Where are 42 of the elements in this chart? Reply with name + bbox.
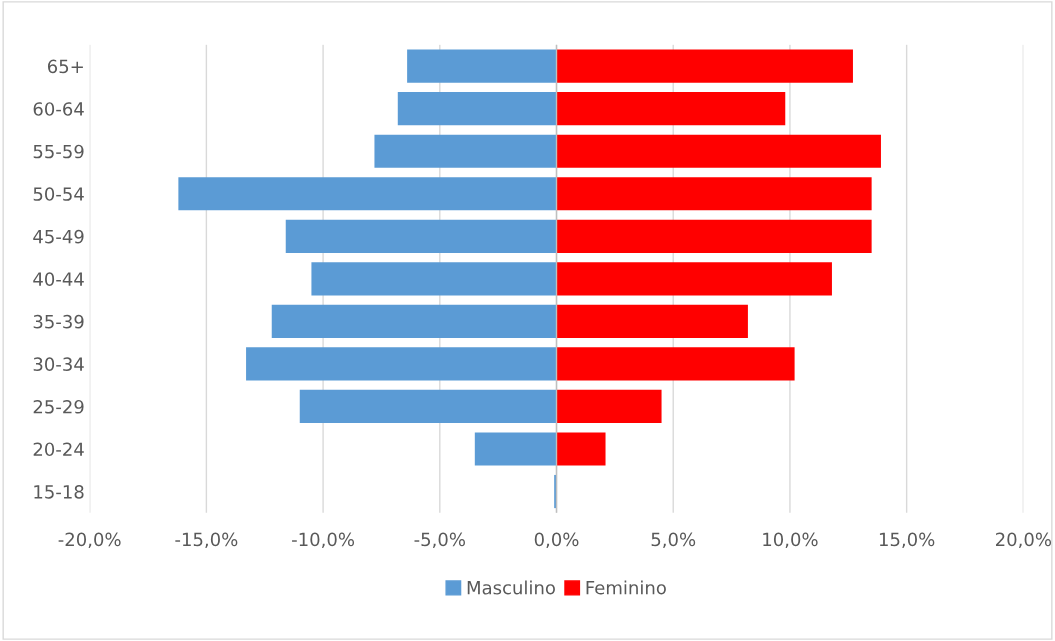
y-tick-label: 45-49 — [33, 229, 84, 244]
legend-label: Feminino — [586, 580, 666, 595]
bar — [407, 49, 557, 83]
bar — [556, 92, 786, 126]
bar — [556, 304, 748, 338]
legend-label: Masculino — [467, 580, 555, 595]
bar — [556, 177, 872, 211]
x-tick-label: 20,0% — [995, 532, 1052, 549]
bar — [374, 134, 557, 168]
y-tick-label: 65+ — [47, 59, 83, 74]
bar — [556, 134, 881, 168]
x-tick-label: -15,0% — [175, 532, 238, 549]
x-tick-label: -20,0% — [58, 532, 121, 549]
bar — [556, 49, 853, 83]
x-tick-label: 10,0% — [763, 532, 818, 549]
bar — [556, 219, 872, 253]
y-tick-label: 50-54 — [33, 187, 84, 201]
bar — [271, 304, 557, 338]
y-tick-label: 30-34 — [33, 357, 84, 372]
bar — [397, 92, 557, 126]
bar — [556, 262, 832, 296]
y-tick-label: 35-39 — [33, 314, 84, 329]
bar — [178, 177, 557, 211]
y-tick-label: 40-44 — [33, 272, 84, 286]
bar — [556, 432, 606, 466]
x-tick-label: 15,0% — [879, 532, 935, 549]
y-tick-label: 60-64 — [33, 102, 84, 116]
x-tick-label: 5,0% — [651, 532, 696, 549]
bar — [556, 389, 662, 424]
bar — [285, 219, 557, 253]
bar — [246, 347, 557, 381]
y-tick-label: 25-29 — [33, 399, 84, 414]
x-tick-label: -10,0% — [292, 532, 355, 549]
y-tick-label: 15-18 — [34, 484, 84, 499]
bar — [474, 432, 557, 466]
y-tick-label: 20-24 — [33, 442, 84, 457]
bar — [299, 389, 557, 424]
x-tick-label: -5,0% — [414, 532, 465, 549]
bar — [311, 262, 557, 296]
bar — [556, 347, 795, 381]
y-tick-label: 55-59 — [33, 144, 84, 159]
x-tick-label: 0,0% — [534, 532, 579, 549]
